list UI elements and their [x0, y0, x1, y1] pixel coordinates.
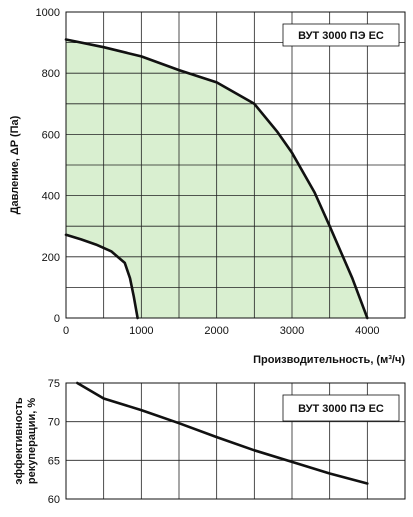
y-axis-title: Давление, ΔP (Па) — [9, 115, 21, 214]
y-tick-label: 75 — [48, 378, 60, 390]
x-tick-label: 1000 — [129, 325, 153, 337]
x-axis-title: Производительность, (м³/ч) — [253, 354, 405, 366]
y-tick-label: 0 — [54, 313, 60, 325]
y-axis-title: эффективность — [13, 397, 25, 484]
legend-label: ВУТ 3000 ПЭ ЕС — [298, 403, 384, 415]
plot-frame — [65, 382, 406, 500]
x-tick-label: 4000 — [355, 325, 379, 337]
legend-label: ВУТ 3000 ПЭ ЕС — [298, 30, 384, 42]
y-axis-title: рекуперации, % — [26, 398, 38, 484]
y-tick-label: 800 — [42, 68, 60, 80]
y-tick-label: 400 — [42, 191, 60, 203]
max-pressure-curve — [64, 38, 369, 320]
y-tick-label: 600 — [42, 129, 60, 141]
y-tick-label: 60 — [48, 494, 60, 506]
plot-frame — [65, 11, 406, 319]
y-tick-label: 65 — [48, 455, 60, 467]
y-tick-label: 200 — [42, 252, 60, 264]
legend-box — [282, 394, 400, 422]
min-pressure-curve — [64, 233, 139, 320]
y-tick-label: 1000 — [36, 7, 60, 19]
legend-box — [282, 23, 400, 47]
x-tick-label: 3000 — [280, 325, 304, 337]
y-tick-label: 70 — [48, 417, 60, 429]
efficiency-curve — [76, 381, 369, 485]
x-tick-label: 0 — [63, 325, 69, 337]
x-tick-label: 2000 — [204, 325, 228, 337]
